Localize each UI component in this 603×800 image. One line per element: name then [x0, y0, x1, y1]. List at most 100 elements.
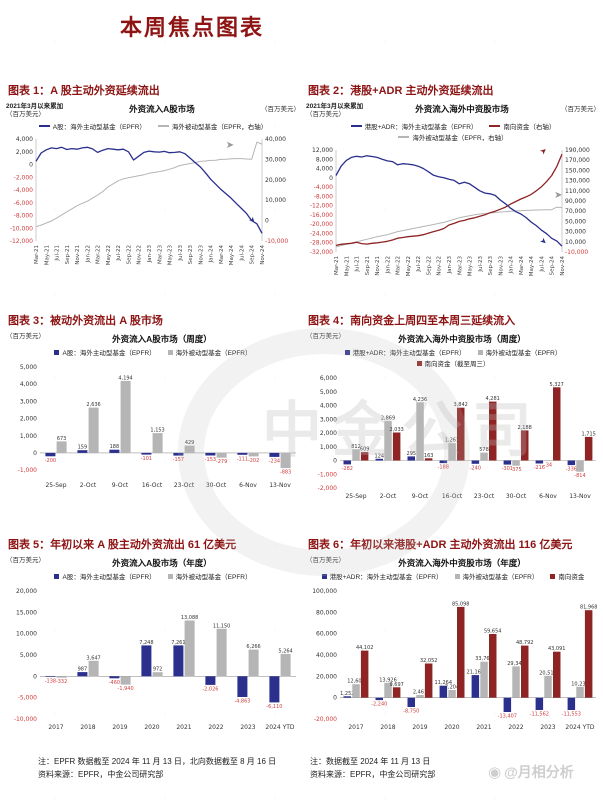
chart-1-header: 2021年3月以来累加 （百万美元） 外资流入A股市场 （百万美元） — [6, 103, 300, 119]
chart-4-legend: 港股+ADR：海外主动型基金（EPFR） 海外被动型基金（EPFR） 南向资金（截至… — [306, 347, 600, 368]
svg-text:May-23: May-23 — [168, 245, 174, 266]
svg-text:2019: 2019 — [412, 724, 427, 731]
chart-panel-4: 图表 4：南向资金上周四至本周三延续流入 （百万美元） 外资流入海外中资股市场（… — [306, 312, 600, 520]
svg-text:-4,000: -4,000 — [314, 184, 334, 191]
svg-text:3,647: 3,647 — [86, 655, 100, 661]
chart-3-legend: A股：海外主动型基金（EPFR） 海外被动型基金（EPFR） — [6, 347, 300, 357]
svg-text:-32,000: -32,000 — [310, 249, 333, 256]
svg-text:12,607: 12,607 — [347, 679, 365, 685]
legend-marker-icon — [550, 573, 556, 579]
chart-panel-2: 图表 2：港股+ADR 主动外资延续流出 2021年3月以来累加 （百万美元） … — [306, 82, 600, 294]
svg-text:-883: -883 — [280, 470, 291, 476]
svg-text:9,697: 9,697 — [390, 682, 404, 688]
svg-text:May-24: May-24 — [529, 256, 535, 277]
svg-text:0: 0 — [333, 695, 337, 702]
legend-marker-icon — [157, 125, 169, 128]
svg-text:987: 987 — [78, 667, 88, 673]
svg-text:2,869: 2,869 — [381, 416, 395, 422]
svg-text:-28,000: -28,000 — [310, 240, 333, 247]
svg-text:-5,000: -5,000 — [18, 695, 38, 702]
svg-text:10,000: 10,000 — [565, 239, 586, 246]
svg-text:10,000: 10,000 — [16, 631, 37, 638]
svg-text:-4,863: -4,863 — [234, 699, 250, 705]
svg-text:-202: -202 — [248, 458, 259, 464]
svg-text:130,000: 130,000 — [565, 178, 590, 185]
svg-text:9-Oct: 9-Oct — [412, 493, 429, 500]
svg-text:0: 0 — [29, 162, 33, 169]
chart-2-header: 2021年3月以来累加 （百万美元） 外资流入海外中资股市场 （百万美元） — [306, 103, 600, 119]
svg-text:2021: 2021 — [176, 724, 191, 731]
svg-text:-240: -240 — [470, 465, 481, 471]
svg-text:➤: ➤ — [226, 140, 234, 151]
svg-text:20,511: 20,511 — [539, 670, 557, 676]
svg-text:20,000: 20,000 — [16, 588, 37, 595]
svg-text:-12,000: -12,000 — [310, 203, 333, 210]
chart-4-plot: 6,000 5,000 4,000 3,000 2,000 1,000 0 -1,000 -2,… — [318, 375, 596, 500]
svg-text:11,264: 11,264 — [435, 680, 453, 686]
svg-text:-24,000: -24,000 — [310, 231, 333, 238]
chart-5-panel-title: 图表 5：年初以来 A 股主动外资流出 61 亿美元 — [8, 539, 237, 551]
svg-text:50,000: 50,000 — [565, 219, 586, 226]
svg-text:2022: 2022 — [208, 724, 223, 731]
svg-text:80,000: 80,000 — [316, 609, 337, 616]
svg-text:1,000: 1,000 — [20, 433, 37, 440]
svg-text:-34: -34 — [544, 463, 552, 469]
svg-text:90,000: 90,000 — [565, 198, 586, 205]
svg-text:2,188: 2,188 — [518, 425, 532, 431]
svg-text:15,000: 15,000 — [16, 609, 37, 616]
svg-text:40,000: 40,000 — [316, 652, 337, 659]
chart-2-inner-title: 外资流入海外中资股市场 — [415, 104, 509, 114]
svg-text:Mar-24: Mar-24 — [519, 256, 525, 276]
svg-text:429: 429 — [185, 440, 195, 446]
svg-text:6-Nov: 6-Nov — [239, 482, 257, 489]
footnote-left-note: 注：EPFR 数据截至 2024 年 11 月 13 日，北向数据截至 8 月 … — [38, 757, 277, 766]
svg-text:2,461: 2,461 — [413, 690, 427, 696]
svg-text:-8,000: -8,000 — [14, 213, 34, 220]
svg-text:4,281: 4,281 — [486, 396, 500, 402]
svg-text:2018: 2018 — [80, 724, 95, 731]
svg-text:Sep-24: Sep-24 — [250, 245, 256, 265]
svg-text:5,000: 5,000 — [20, 652, 37, 659]
svg-text:May-22: May-22 — [406, 256, 412, 276]
svg-text:Jul-22: Jul-22 — [116, 245, 122, 262]
svg-text:23-Oct: 23-Oct — [474, 493, 495, 500]
svg-text:-1,000: -1,000 — [318, 471, 338, 478]
svg-text:6-Nov: 6-Nov — [539, 493, 557, 500]
svg-text:5,000: 5,000 — [320, 389, 337, 396]
legend-item: 海外被动型基金（EPFR） — [167, 571, 252, 581]
svg-text:2,000: 2,000 — [16, 149, 33, 156]
svg-text:Jan-22: Jan-22 — [385, 256, 391, 274]
svg-text:-460: -460 — [109, 680, 120, 686]
legend-item: A股：海外主动型基金（EPFR） — [38, 121, 146, 131]
svg-text:2-Oct: 2-Oct — [380, 493, 397, 500]
legend-item: 海外被动型基金（EPFR） — [454, 571, 538, 581]
svg-text:5,000: 5,000 — [20, 364, 37, 371]
svg-text:Sep-23: Sep-23 — [488, 256, 494, 276]
svg-text:-1,000: -1,000 — [18, 467, 38, 474]
svg-text:2024 YTD: 2024 YTD — [265, 724, 295, 731]
chart-6-unit-left: （百万美元） — [306, 557, 345, 564]
svg-text:Jan-23: Jan-23 — [447, 256, 453, 275]
svg-text:-2,240: -2,240 — [371, 702, 387, 708]
svg-text:150,000: 150,000 — [565, 168, 590, 175]
svg-text:16-Oct: 16-Oct — [442, 493, 463, 500]
footnote-right-source: 资料来源：EPFR，中金公司研究部 — [310, 769, 436, 779]
legend-marker-icon — [54, 573, 60, 579]
svg-text:-6,000: -6,000 — [14, 200, 34, 207]
svg-text:Sep-22: Sep-22 — [127, 245, 133, 264]
svg-text:Mar-23: Mar-23 — [157, 245, 163, 265]
svg-text:25-Sep: 25-Sep — [345, 493, 366, 500]
svg-text:5,327: 5,327 — [550, 382, 564, 388]
svg-text:20,000: 20,000 — [316, 673, 337, 680]
chart-5-legend: A股：海外主动型基金（EPFR） 海外被动型基金（EPFR） — [6, 571, 300, 581]
svg-text:-10,000: -10,000 — [10, 226, 33, 233]
svg-text:13-Nov: 13-Nov — [569, 493, 591, 500]
svg-text:609: 609 — [360, 447, 370, 453]
chart-5-header: （百万美元） 外资流入A股市场（年度） — [6, 557, 300, 569]
svg-text:4,000: 4,000 — [16, 136, 33, 143]
legend-marker-icon — [54, 349, 60, 355]
svg-text:2019: 2019 — [112, 724, 127, 731]
svg-text:May-21: May-21 — [344, 256, 350, 276]
svg-text:-16,000: -16,000 — [310, 212, 333, 219]
svg-text:May-24: May-24 — [229, 245, 235, 266]
